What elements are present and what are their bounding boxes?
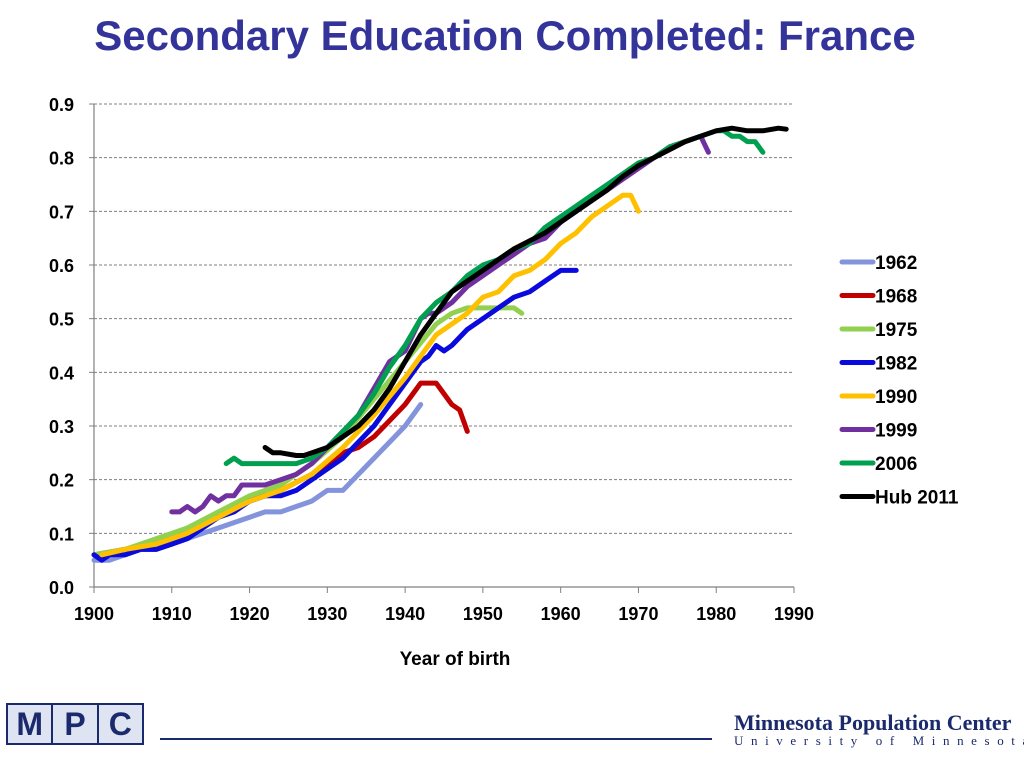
series-line-2006 (223, 128, 766, 467)
legend-label: 2006 (875, 454, 917, 475)
y-tick-label: 0.7 (49, 202, 74, 222)
x-tick-label: 1960 (541, 604, 581, 624)
x-tick-label: 1970 (618, 604, 658, 624)
org-name: Minnesota Population Center (734, 710, 1012, 735)
y-tick-label: 0.2 (49, 471, 74, 491)
org-subtitle: University of Minnesota (734, 733, 1024, 748)
chart-title: Secondary Education Completed: France (94, 12, 916, 59)
mpc-logo: M P C (6, 703, 144, 745)
legend-label: 1999 (875, 421, 917, 442)
logo-letter-c: C (98, 705, 142, 743)
x-axis-title: Year of birth (400, 649, 511, 670)
legend-label: 1990 (875, 387, 917, 408)
x-tick-label: 1950 (463, 604, 503, 624)
x-tick-label: 1940 (385, 604, 425, 624)
legend-label: 1975 (875, 320, 918, 341)
x-tick-label: 1980 (696, 604, 736, 624)
y-tick-label: 0.1 (49, 524, 74, 544)
series-line-hub-2011 (262, 125, 789, 458)
legend-label: 1968 (875, 287, 917, 308)
series-line-1975 (91, 305, 525, 558)
footer-divider (160, 738, 712, 740)
y-tick-label: 0.6 (49, 256, 74, 276)
legend-label: Hub 2011 (875, 488, 959, 509)
x-tick-label: 1910 (152, 604, 192, 624)
y-tick-label: 0.5 (49, 310, 74, 330)
logo-letter-m: M (8, 705, 54, 743)
x-tick-label: 1920 (230, 604, 270, 624)
x-tick-label: 1990 (774, 604, 814, 624)
logo-letter-p: P (53, 705, 99, 743)
x-tick-label: 1930 (307, 604, 347, 624)
series-line-1968 (91, 380, 470, 558)
x-tick-label: 1900 (74, 604, 114, 624)
series-line-1982 (91, 267, 579, 563)
legend-label: 1982 (875, 354, 917, 375)
y-tick-label: 0.9 (49, 95, 74, 115)
y-tick-label: 0.4 (49, 363, 74, 383)
y-tick-label: 0.8 (49, 149, 74, 169)
y-tick-label: 0.3 (49, 417, 74, 437)
line-chart: 0.0 0.1 0.2 0.3 0.4 0.5 0.6 0.7 0.8 0.9 1900 1910 19… (49, 95, 959, 670)
legend-label: 1962 (875, 253, 917, 274)
y-tick-label: 0.0 (49, 578, 74, 598)
series-line-1990 (99, 192, 641, 558)
